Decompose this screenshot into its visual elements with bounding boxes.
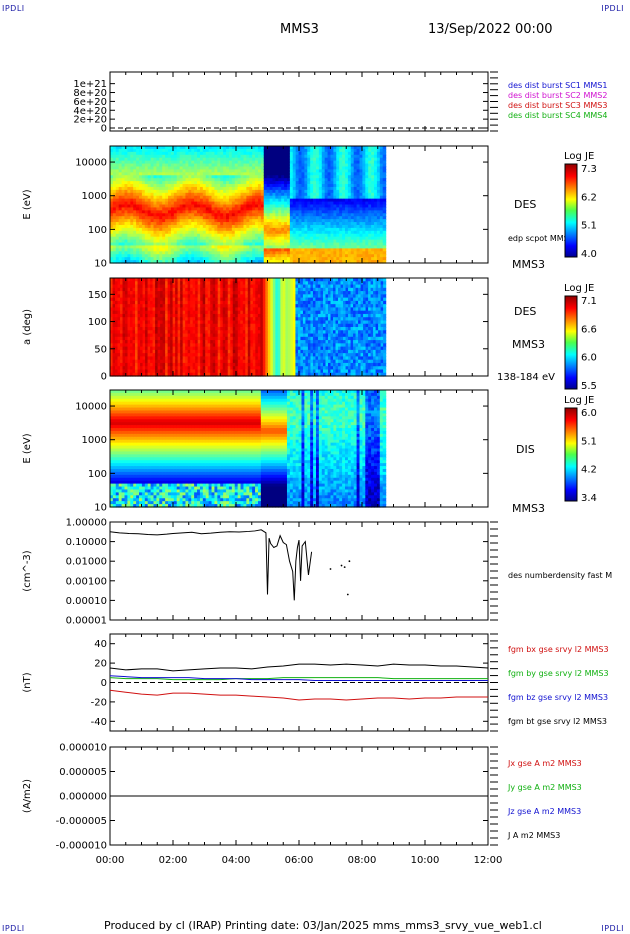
des-energy-colorbar-tick: 6.2 xyxy=(581,192,597,203)
des-energy-cells xyxy=(110,146,386,264)
y-axis-label: E (eV) xyxy=(22,189,33,219)
des-energy-colorbar-tick: 5.1 xyxy=(581,221,597,232)
des-energy-colorbar-tick: 4.0 xyxy=(581,249,597,260)
des-energy-side-label: DES xyxy=(514,198,536,211)
des-energy-colorbar xyxy=(565,164,577,257)
summary-figure: 1e+218e+206e+204e+202e+200des dist burst… xyxy=(0,0,630,934)
burst-legend-entry: des dist burst SC4 MMS4 xyxy=(508,111,607,120)
burst-legend-entry: des dist burst SC2 MMS2 xyxy=(508,91,607,100)
des-energy-colorbar-title: Log JE xyxy=(564,151,594,162)
y-tick-label: 10 xyxy=(94,259,107,270)
des-energy-side-label: MMS3 xyxy=(512,258,545,271)
y-tick-label: 0 xyxy=(101,124,107,135)
y-tick-label: 1000 xyxy=(82,191,107,202)
burst-legend-entry: des dist burst SC1 MMS1 xyxy=(508,81,607,90)
des-energy-side-label: edp scpot MMS3 xyxy=(508,234,574,243)
des-pitch-cells xyxy=(110,278,386,377)
y-tick-label: 10000 xyxy=(75,158,107,169)
des-energy-colorbar-tick: 7.3 xyxy=(581,164,597,175)
y-tick-label: 100 xyxy=(88,225,107,236)
burst-legend-entry: des dist burst SC3 MMS3 xyxy=(508,101,607,110)
burst-panel-frame xyxy=(110,72,488,131)
